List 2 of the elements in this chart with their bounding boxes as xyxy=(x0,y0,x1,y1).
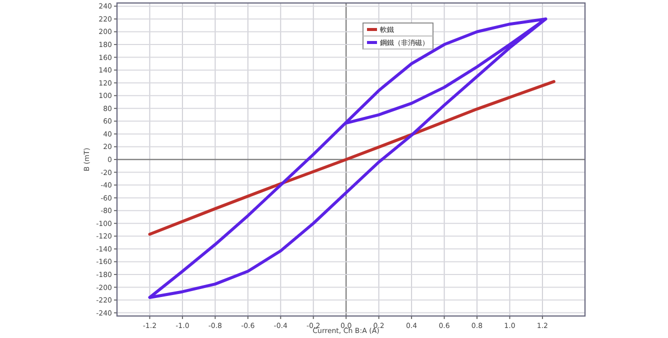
line-series xyxy=(148,17,548,299)
line-series xyxy=(148,80,556,236)
